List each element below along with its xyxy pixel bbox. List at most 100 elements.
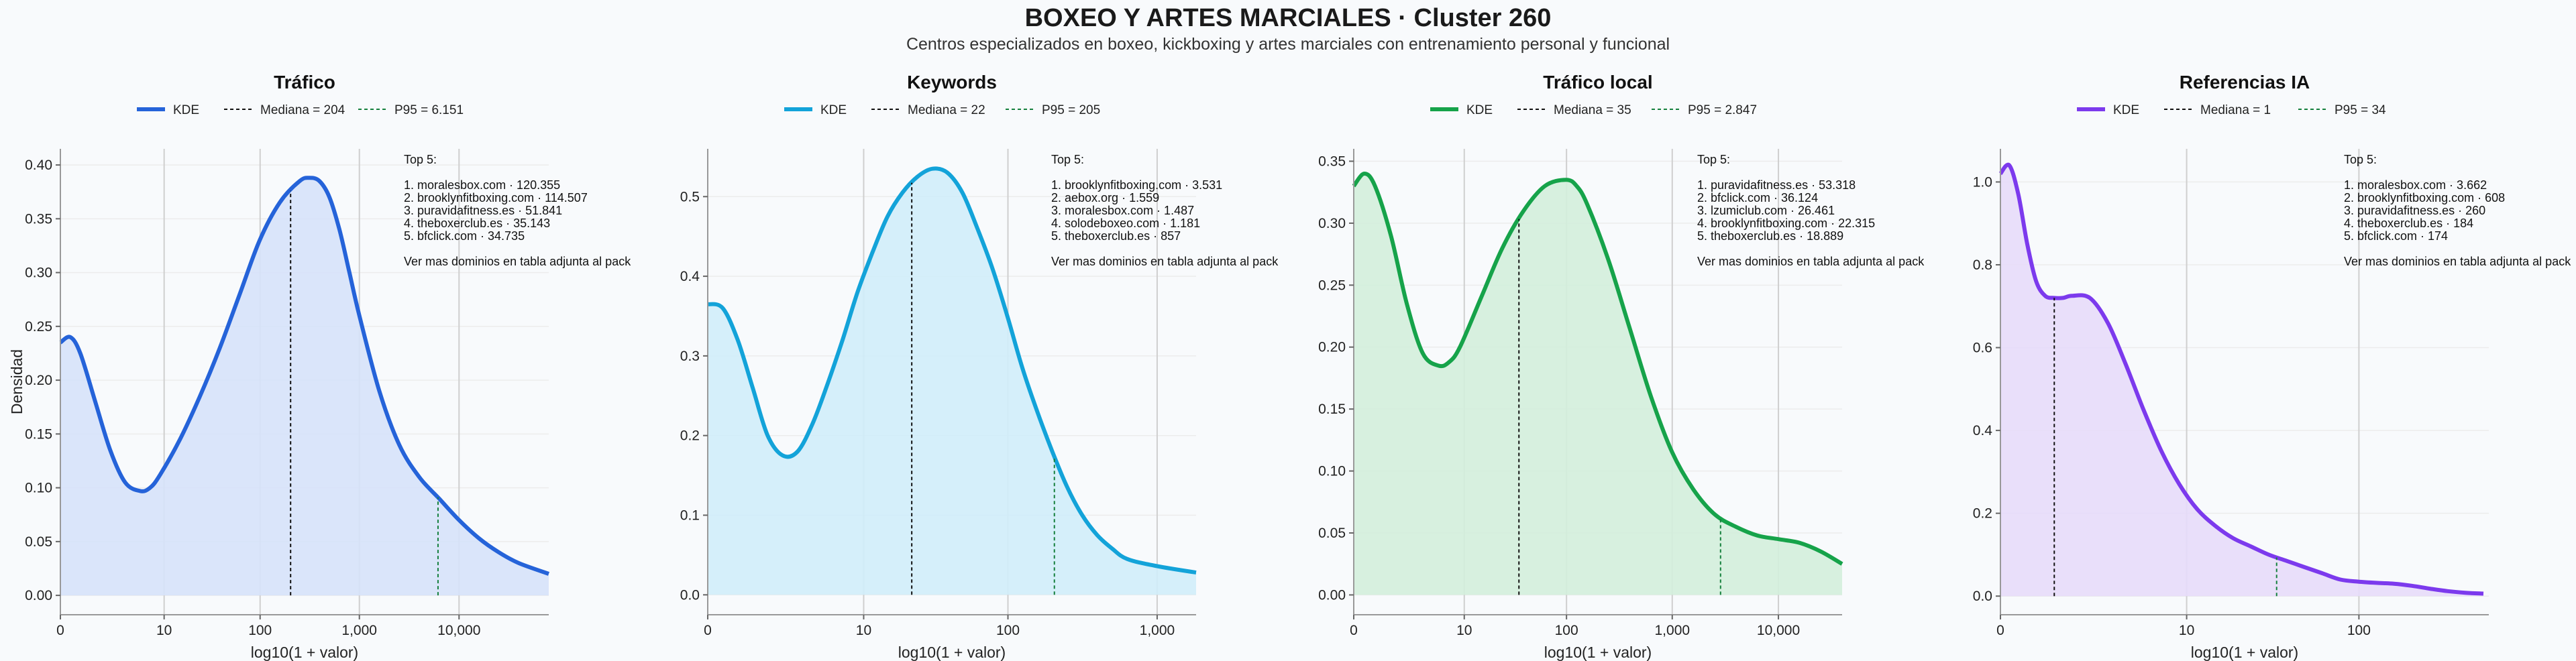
- x-tick-label: 10: [2179, 623, 2194, 638]
- x-tick-label: 1,000: [1655, 623, 1690, 638]
- legend-label-median: Mediana = 204: [260, 103, 345, 117]
- y-tick-label: 0.05: [25, 534, 52, 550]
- annotation-item: 2. bfclick.com · 36.124: [1697, 191, 1818, 204]
- top5-annotation: Top 5: 1. brooklynfitboxing.com · 3.5312.…: [1051, 153, 1279, 268]
- y-tick-label: 0.00: [25, 588, 52, 603]
- annotation-footer: Ver mas dominios en tabla adjunta al pac…: [2344, 255, 2571, 268]
- annotation-item: 4. solodeboxeo.com · 1.181: [1051, 217, 1200, 230]
- y-tick-label: 0.10: [1318, 464, 1346, 479]
- x-tick-label: 0: [704, 623, 712, 638]
- legend-label-p95: P95 = 34: [2334, 103, 2386, 117]
- legend-label-p95: P95 = 205: [1042, 103, 1100, 117]
- annotation-item: 1. moralesbox.com · 120.355: [404, 178, 560, 192]
- kde-line: [707, 166, 1197, 575]
- y-tick-label: 0.5: [680, 189, 700, 204]
- legend-label-median: Mediana = 35: [1554, 103, 1631, 117]
- annotation-footer: Ver mas dominios en tabla adjunta al pac…: [1051, 255, 1279, 268]
- kde-line: [59, 176, 550, 576]
- y-tick-label: 0.4: [680, 269, 700, 284]
- chart-panel-4: Referencias IA KDE Mediana = 1 P95 = 34 0.0 0…: [1973, 72, 2571, 661]
- x-tick-label: 10: [1456, 623, 1472, 638]
- annotation-item: 3. puravidafitness.es · 51.841: [404, 204, 562, 217]
- y-tick-label: 0.40: [25, 158, 52, 173]
- annotation-item: 4. brooklynfitboxing.com · 22.315: [1697, 217, 1875, 230]
- annotation-footer: Ver mas dominios en tabla adjunta al pac…: [404, 255, 631, 268]
- legend-label-kde: KDE: [173, 103, 199, 117]
- x-tick-label: 100: [996, 623, 1020, 638]
- y-tick-label: 0.15: [25, 426, 52, 442]
- annotation-item: 4. theboxerclub.es · 184: [2344, 217, 2473, 230]
- y-axis-label: Densidad: [8, 349, 25, 414]
- legend: KDE Mediana = 22 P95 = 205: [784, 103, 1100, 117]
- x-tick-label: 1,000: [341, 623, 377, 638]
- annotation-heading: Top 5:: [404, 153, 437, 166]
- x-tick-label: 10: [156, 623, 172, 638]
- y-tick-label: 0.35: [25, 211, 52, 227]
- x-axis-label: log10(1 + valor): [2191, 644, 2298, 661]
- page-title: BOXEO Y ARTES MARCIALES · Cluster 260: [1024, 4, 1552, 32]
- x-axis-label: log10(1 + valor): [898, 644, 1006, 661]
- legend-label-median: Mediana = 1: [2200, 103, 2271, 117]
- y-tick-label: 0.20: [25, 373, 52, 388]
- x-tick-label: 100: [1555, 623, 1578, 638]
- x-axis-label: log10(1 + valor): [1544, 644, 1652, 661]
- y-tick-label: 0.3: [680, 349, 700, 364]
- annotation-item: 1. puravidafitness.es · 53.318: [1697, 178, 1856, 192]
- annotation-item: 2. brooklynfitboxing.com · 114.507: [404, 191, 588, 204]
- chart-title: Keywords: [907, 72, 997, 93]
- y-tick-label: 0.6: [1973, 341, 1992, 356]
- annotation-item: 5. theboxerclub.es · 857: [1051, 229, 1181, 243]
- kde-line: [1998, 162, 2484, 596]
- y-tick-label: 0.8: [1973, 257, 1992, 273]
- x-tick-label: 100: [248, 623, 272, 638]
- x-tick-label: 10: [856, 623, 871, 638]
- y-tick-label: 0.30: [25, 265, 52, 281]
- y-tick-label: 0.2: [1973, 506, 1992, 522]
- legend-label-p95: P95 = 2.847: [1688, 103, 1757, 117]
- kde-line: [1352, 172, 1843, 566]
- x-tick-label: 10,000: [437, 623, 480, 638]
- y-tick-label: 0.0: [680, 587, 700, 603]
- annotation-item: 5. bfclick.com · 174: [2344, 229, 2448, 243]
- y-tick-label: 1.0: [1973, 174, 1992, 190]
- y-tick-label: 0.25: [1318, 278, 1346, 293]
- annotation-heading: Top 5:: [2344, 153, 2377, 166]
- annotation-item: 1. brooklynfitboxing.com · 3.531: [1051, 178, 1222, 192]
- legend: KDE Mediana = 204 P95 = 6.151: [137, 103, 464, 117]
- annotation-item: 3. lzumiclub.com · 26.461: [1697, 204, 1835, 217]
- page-subtitle: Centros especializados en boxeo, kickbox…: [906, 35, 1670, 54]
- annotation-item: 3. puravidafitness.es · 260: [2344, 204, 2485, 217]
- legend-label-kde: KDE: [820, 103, 847, 117]
- y-tick-label: 0.0: [1973, 589, 1992, 604]
- legend-label-median: Mediana = 22: [908, 103, 985, 117]
- y-tick-label: 0.30: [1318, 216, 1346, 231]
- kde-area: [60, 178, 549, 596]
- kde-area: [2000, 164, 2483, 597]
- x-tick-label: 0: [56, 623, 64, 638]
- chart-title: Referencias IA: [2180, 72, 2310, 93]
- y-tick-label: 0.20: [1318, 340, 1346, 355]
- legend-label-kde: KDE: [2113, 103, 2139, 117]
- kde-area: [1354, 174, 1842, 595]
- annotation-footer: Ver mas dominios en tabla adjunta al pac…: [1697, 255, 1925, 268]
- annotation-item: 2. brooklynfitboxing.com · 608: [2344, 191, 2505, 204]
- x-tick-label: 10,000: [1757, 623, 1800, 638]
- x-tick-label: 100: [2347, 623, 2371, 638]
- annotation-heading: Top 5:: [1051, 153, 1084, 166]
- annotation-item: 3. moralesbox.com · 1.487: [1051, 204, 1194, 217]
- y-tick-label: 0.1: [680, 507, 700, 523]
- x-tick-label: 0: [1996, 623, 2004, 638]
- y-tick-label: 0.4: [1973, 423, 1993, 438]
- chart-title: Tráfico: [274, 72, 335, 93]
- annotation-item: 5. theboxerclub.es · 18.889: [1697, 229, 1843, 243]
- y-tick-label: 0.00: [1318, 587, 1346, 603]
- legend: KDE Mediana = 35 P95 = 2.847: [1430, 103, 1757, 117]
- kde-area: [708, 168, 1196, 595]
- chart-panel-3: Tráfico local KDE Mediana = 35 P95 = 2.847 0…: [1318, 72, 1925, 661]
- legend-label-kde: KDE: [1466, 103, 1493, 117]
- x-tick-label: 0: [1350, 623, 1358, 638]
